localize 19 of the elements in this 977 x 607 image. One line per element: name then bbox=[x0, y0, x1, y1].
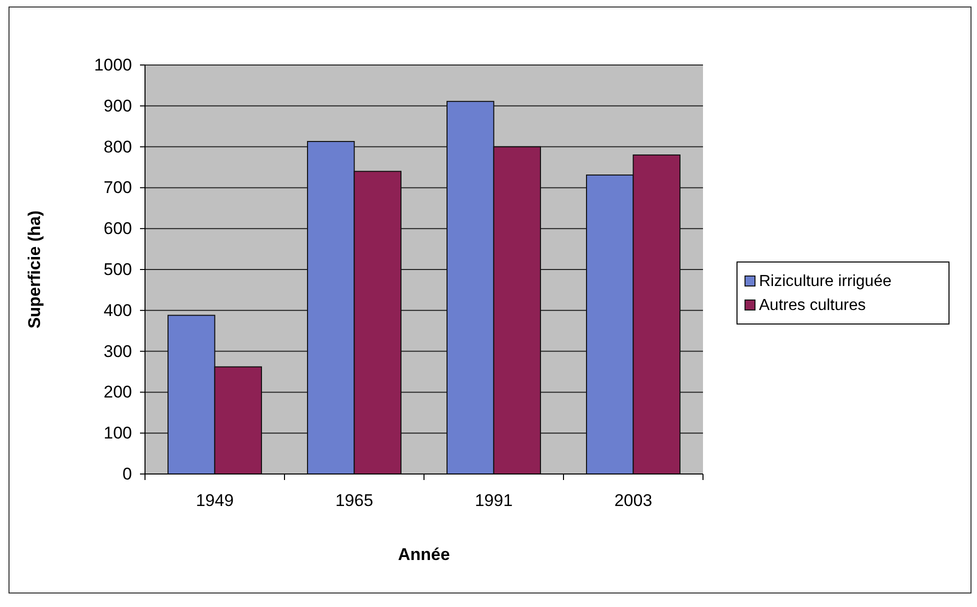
y-tick-label: 0 bbox=[122, 464, 132, 484]
y-tick-label: 600 bbox=[104, 219, 132, 238]
x-axis-title: Année bbox=[398, 545, 450, 564]
y-tick-label: 200 bbox=[104, 382, 132, 402]
y-tick-label: 100 bbox=[104, 424, 132, 443]
legend-label: Riziculture irriguée bbox=[759, 273, 892, 290]
y-tick-label: 800 bbox=[104, 137, 132, 156]
y-tick-label: 500 bbox=[104, 260, 132, 279]
x-tick-label: 1949 bbox=[196, 491, 234, 510]
y-tick-label: 900 bbox=[104, 96, 132, 116]
y-tick-label: 1000 bbox=[94, 55, 132, 74]
y-tick-label: 300 bbox=[104, 342, 132, 361]
y-tick-label: 400 bbox=[104, 300, 132, 320]
x-tick-label: 2003 bbox=[614, 491, 652, 510]
y-tick-label: 700 bbox=[104, 178, 132, 198]
legend-label: Autres cultures bbox=[759, 297, 866, 314]
x-tick-label: 1991 bbox=[474, 491, 513, 510]
x-tick-label: 1965 bbox=[335, 491, 374, 510]
y-axis-title: Superficie (ha) bbox=[25, 210, 44, 329]
